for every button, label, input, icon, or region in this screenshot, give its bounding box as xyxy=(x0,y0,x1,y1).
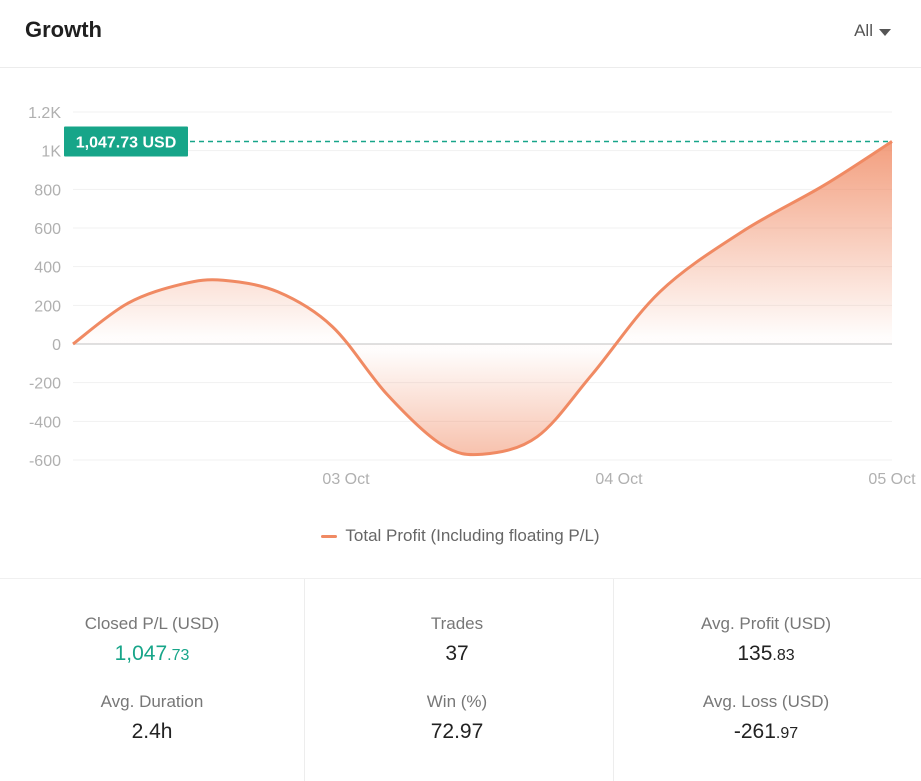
stat-value: 2.4h xyxy=(0,720,304,744)
stat-avg-loss: Avg. Loss (USD) -261.97 xyxy=(614,692,918,744)
y-tick-label: 800 xyxy=(34,182,61,199)
legend-swatch xyxy=(321,534,338,538)
stat-value-dec: .97 xyxy=(775,725,799,742)
stat-label: Avg. Duration xyxy=(100,692,204,711)
stat-value-dec: .83 xyxy=(772,647,795,664)
current-value-label: 1,047.73 USD xyxy=(76,134,177,151)
stat-label: Avg. Profit (USD) xyxy=(700,614,832,633)
stat-closed-pl: Closed P/L (USD) 1,047.73 xyxy=(0,614,304,666)
y-tick-label: -400 xyxy=(29,414,61,431)
stat-value-int: 72.97 xyxy=(430,720,484,743)
y-tick-label: -200 xyxy=(29,376,61,393)
x-tick-label: 03 Oct xyxy=(322,471,370,488)
stat-label: Avg. Loss (USD) xyxy=(702,692,830,711)
y-tick-label: 1K xyxy=(41,144,61,161)
series-line xyxy=(72,140,893,457)
divider xyxy=(0,578,921,579)
series-area xyxy=(73,141,892,455)
current-value-badge xyxy=(64,126,188,157)
caret-down-icon xyxy=(879,28,891,36)
stat-win: Win (%) 72.97 xyxy=(305,692,609,744)
y-tick-label: 0 xyxy=(52,337,61,354)
stat-value: 37 xyxy=(305,642,609,666)
growth-chart: 1.2K 1K 800 600 400 200 0 -200 -400 -600 03 Oct 04 … xyxy=(28,105,916,488)
period-dropdown[interactable]: All xyxy=(854,21,891,41)
chart-legend[interactable]: Total Profit (Including floating P/L) xyxy=(0,526,921,546)
stat-value-int: -261 xyxy=(733,720,776,743)
stat-value-int: 135 xyxy=(737,642,773,665)
y-tick-label: -600 xyxy=(29,453,61,470)
legend-label: Total Profit (Including floating P/L) xyxy=(345,526,600,545)
stat-value: -261.97 xyxy=(614,720,918,744)
stat-avg-duration: Avg. Duration 2.4h xyxy=(0,692,304,744)
stats-column: Trades 37 Win (%) 72.97 xyxy=(304,579,609,781)
stat-value-dec: .73 xyxy=(167,647,190,664)
stat-value: 135.83 xyxy=(614,642,918,666)
x-tick-label: 04 Oct xyxy=(595,471,643,488)
y-tick-label: 1.2K xyxy=(28,105,61,122)
stats-panel: Closed P/L (USD) 1,047.73 Avg. Duration … xyxy=(0,579,921,781)
y-tick-label: 400 xyxy=(34,260,61,277)
stat-value-int: 2.4h xyxy=(131,720,173,743)
stats-column: Avg. Profit (USD) 135.83 Avg. Loss (USD)… xyxy=(613,579,918,781)
y-tick-label: 200 xyxy=(34,298,61,315)
y-tick-label: 600 xyxy=(34,221,61,238)
page-title: Growth xyxy=(25,17,102,42)
stat-avg-profit: Avg. Profit (USD) 135.83 xyxy=(614,614,918,666)
header: Growth All xyxy=(0,0,921,68)
stat-label: Win (%) xyxy=(426,692,488,711)
stat-value: 1,047.73 xyxy=(0,642,304,666)
stat-value-int: 1,047 xyxy=(114,642,168,665)
period-label: All xyxy=(854,21,873,40)
stat-label: Trades xyxy=(430,614,484,633)
stats-column: Closed P/L (USD) 1,047.73 Avg. Duration … xyxy=(0,579,304,781)
stat-trades: Trades 37 xyxy=(305,614,609,666)
stat-value-int: 37 xyxy=(445,642,469,665)
stat-value: 72.97 xyxy=(305,720,609,744)
stat-label: Closed P/L (USD) xyxy=(84,614,220,633)
x-tick-label: 05 Oct xyxy=(868,471,916,488)
